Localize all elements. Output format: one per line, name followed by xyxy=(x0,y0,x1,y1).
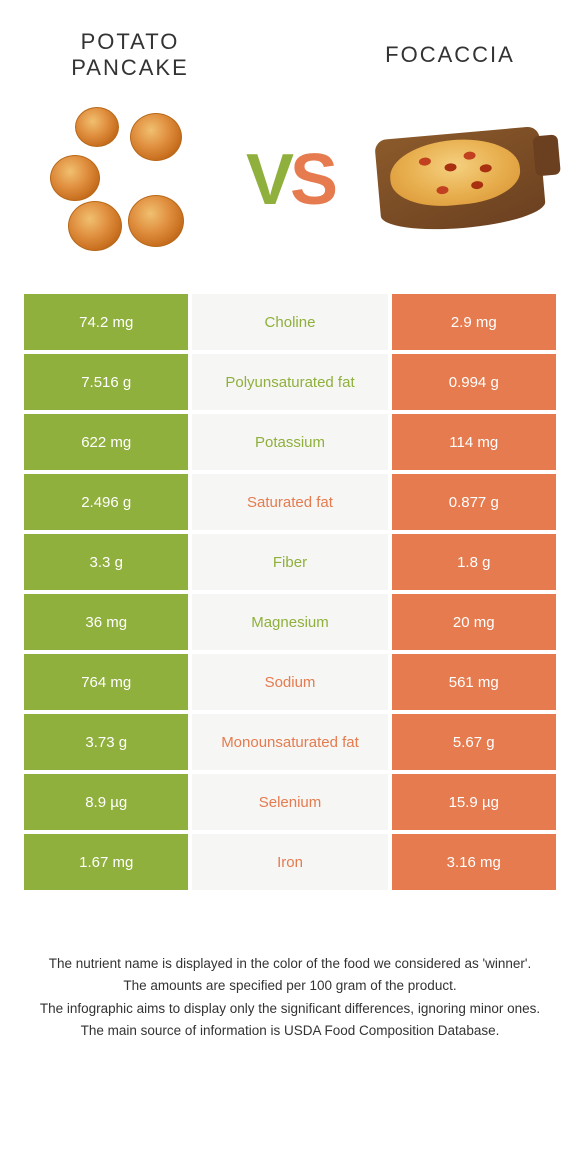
nutrient-name: Polyunsaturated fat xyxy=(190,352,389,412)
nutrient-value-left: 2.496 g xyxy=(22,472,190,532)
footnote-line: The nutrient name is displayed in the co… xyxy=(30,954,550,974)
food-image-right xyxy=(370,100,550,260)
table-row: 3.3 gFiber1.8 g xyxy=(22,532,558,592)
nutrient-value-left: 1.67 mg xyxy=(22,832,190,892)
nutrient-value-left: 74.2 mg xyxy=(22,292,190,352)
nutrient-value-right: 5.67 g xyxy=(390,712,558,772)
vs-s: S xyxy=(290,139,334,221)
nutrient-value-right: 2.9 mg xyxy=(390,292,558,352)
nutrient-value-left: 7.516 g xyxy=(22,352,190,412)
nutrient-name: Fiber xyxy=(190,532,389,592)
footnote-line: The amounts are specified per 100 gram o… xyxy=(30,976,550,996)
footnotes: The nutrient name is displayed in the co… xyxy=(0,894,580,1041)
nutrient-value-right: 1.8 g xyxy=(390,532,558,592)
table-row: 74.2 mgCholine2.9 mg xyxy=(22,292,558,352)
nutrient-name: Sodium xyxy=(190,652,389,712)
focaccia-illustration xyxy=(375,125,545,235)
nutrient-name: Monounsaturated fat xyxy=(190,712,389,772)
food-image-left xyxy=(30,100,210,260)
table-row: 622 mgPotassium114 mg xyxy=(22,412,558,472)
table-row: 764 mgSodium561 mg xyxy=(22,652,558,712)
food-title-right: Focaccia xyxy=(350,42,550,68)
nutrient-name: Magnesium xyxy=(190,592,389,652)
table-row: 36 mgMagnesium20 mg xyxy=(22,592,558,652)
nutrient-name: Potassium xyxy=(190,412,389,472)
nutrient-table: 74.2 mgCholine2.9 mg7.516 gPolyunsaturat… xyxy=(20,290,560,894)
nutrient-value-left: 8.9 µg xyxy=(22,772,190,832)
nutrient-value-right: 3.16 mg xyxy=(390,832,558,892)
nutrient-value-left: 3.73 g xyxy=(22,712,190,772)
vs-label: VS xyxy=(246,139,334,221)
potato-pancakes-illustration xyxy=(40,105,200,255)
nutrient-value-right: 20 mg xyxy=(390,592,558,652)
table-row: 3.73 gMonounsaturated fat5.67 g xyxy=(22,712,558,772)
nutrient-name: Selenium xyxy=(190,772,389,832)
nutrient-name: Choline xyxy=(190,292,389,352)
footnote-line: The main source of information is USDA F… xyxy=(30,1021,550,1041)
nutrient-value-left: 36 mg xyxy=(22,592,190,652)
nutrient-name: Saturated fat xyxy=(190,472,389,532)
nutrient-value-left: 622 mg xyxy=(22,412,190,472)
nutrient-value-right: 0.994 g xyxy=(390,352,558,412)
table-row: 1.67 mgIron3.16 mg xyxy=(22,832,558,892)
nutrient-value-right: 114 mg xyxy=(390,412,558,472)
food-title-left: Potato pancake xyxy=(30,29,230,81)
table-row: 7.516 gPolyunsaturated fat0.994 g xyxy=(22,352,558,412)
table-row: 2.496 gSaturated fat0.877 g xyxy=(22,472,558,532)
nutrient-name: Iron xyxy=(190,832,389,892)
vs-v: V xyxy=(246,139,290,221)
footnote-line: The infographic aims to display only the… xyxy=(30,999,550,1019)
images-row: VS xyxy=(0,90,580,290)
table-row: 8.9 µgSelenium15.9 µg xyxy=(22,772,558,832)
nutrient-value-right: 15.9 µg xyxy=(390,772,558,832)
nutrient-value-left: 3.3 g xyxy=(22,532,190,592)
header: Potato pancake Focaccia xyxy=(0,0,580,90)
nutrient-value-left: 764 mg xyxy=(22,652,190,712)
nutrient-value-right: 561 mg xyxy=(390,652,558,712)
nutrient-value-right: 0.877 g xyxy=(390,472,558,532)
